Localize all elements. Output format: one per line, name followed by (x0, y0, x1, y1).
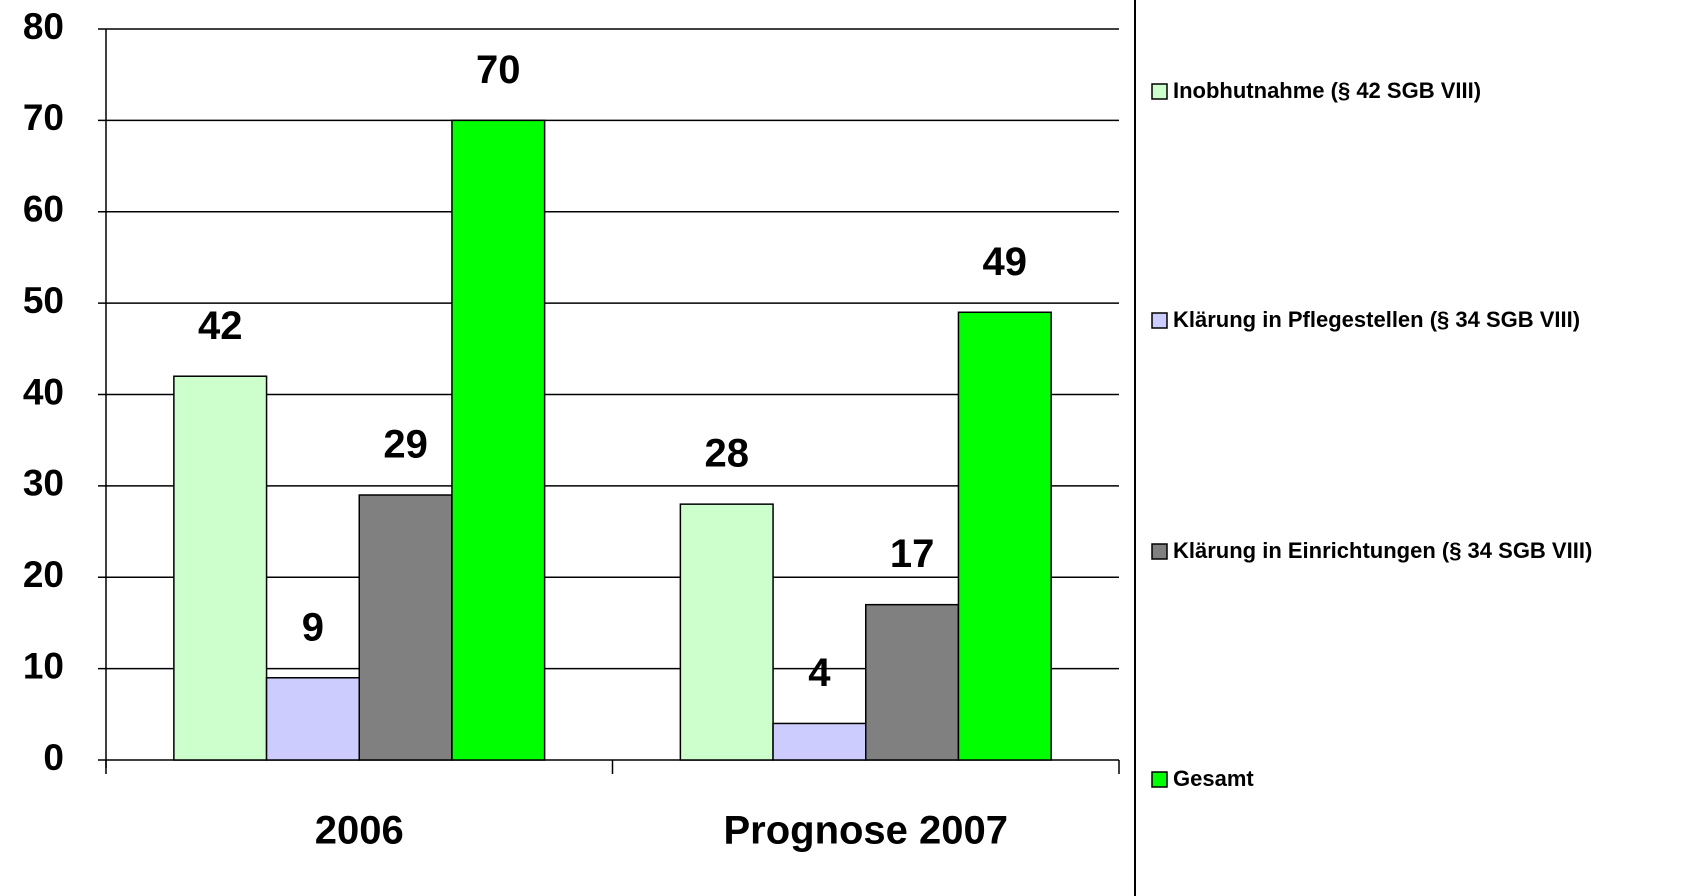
y-tick-label: 0 (43, 737, 64, 778)
bar (865, 603, 960, 761)
bar (358, 494, 453, 761)
bar (957, 311, 1052, 761)
legend-swatch (1151, 543, 1168, 560)
bar (265, 677, 360, 761)
value-label: 70 (476, 48, 521, 92)
y-tick-label: 40 (23, 371, 64, 412)
bar (451, 119, 546, 761)
value-label: 29 (383, 423, 428, 467)
x-tick-label: 2006 (315, 809, 404, 853)
value-label: 28 (704, 432, 749, 476)
x-tick-label: Prognose 2007 (723, 809, 1008, 853)
legend-label: Klärung in Pflegestellen (§ 34 SGB VIII) (1173, 307, 1580, 332)
legend-swatch (1151, 83, 1168, 100)
bar (772, 722, 867, 761)
value-label: 4 (808, 651, 831, 695)
y-tick-label: 60 (23, 189, 64, 230)
legend-label: Klärung in Einrichtungen (§ 34 SGB VIII) (1173, 538, 1592, 563)
legend-label: Inobhutnahme (§ 42 SGB VIII) (1173, 78, 1481, 103)
legend-label: Gesamt (1173, 766, 1254, 791)
y-tick-label: 20 (23, 554, 64, 595)
y-tick-label: 80 (23, 6, 64, 47)
y-tick-label: 10 (23, 645, 64, 686)
y-tick-label: 50 (23, 280, 64, 321)
value-label: 42 (198, 304, 243, 348)
y-tick-label: 30 (23, 463, 64, 504)
bar (679, 503, 774, 761)
value-label: 17 (890, 532, 935, 576)
y-tick-label: 70 (23, 97, 64, 138)
legend-swatch (1151, 312, 1168, 329)
value-label: 49 (983, 240, 1028, 284)
value-label: 9 (302, 605, 324, 649)
bar (173, 375, 268, 761)
legend-swatch (1151, 771, 1168, 788)
